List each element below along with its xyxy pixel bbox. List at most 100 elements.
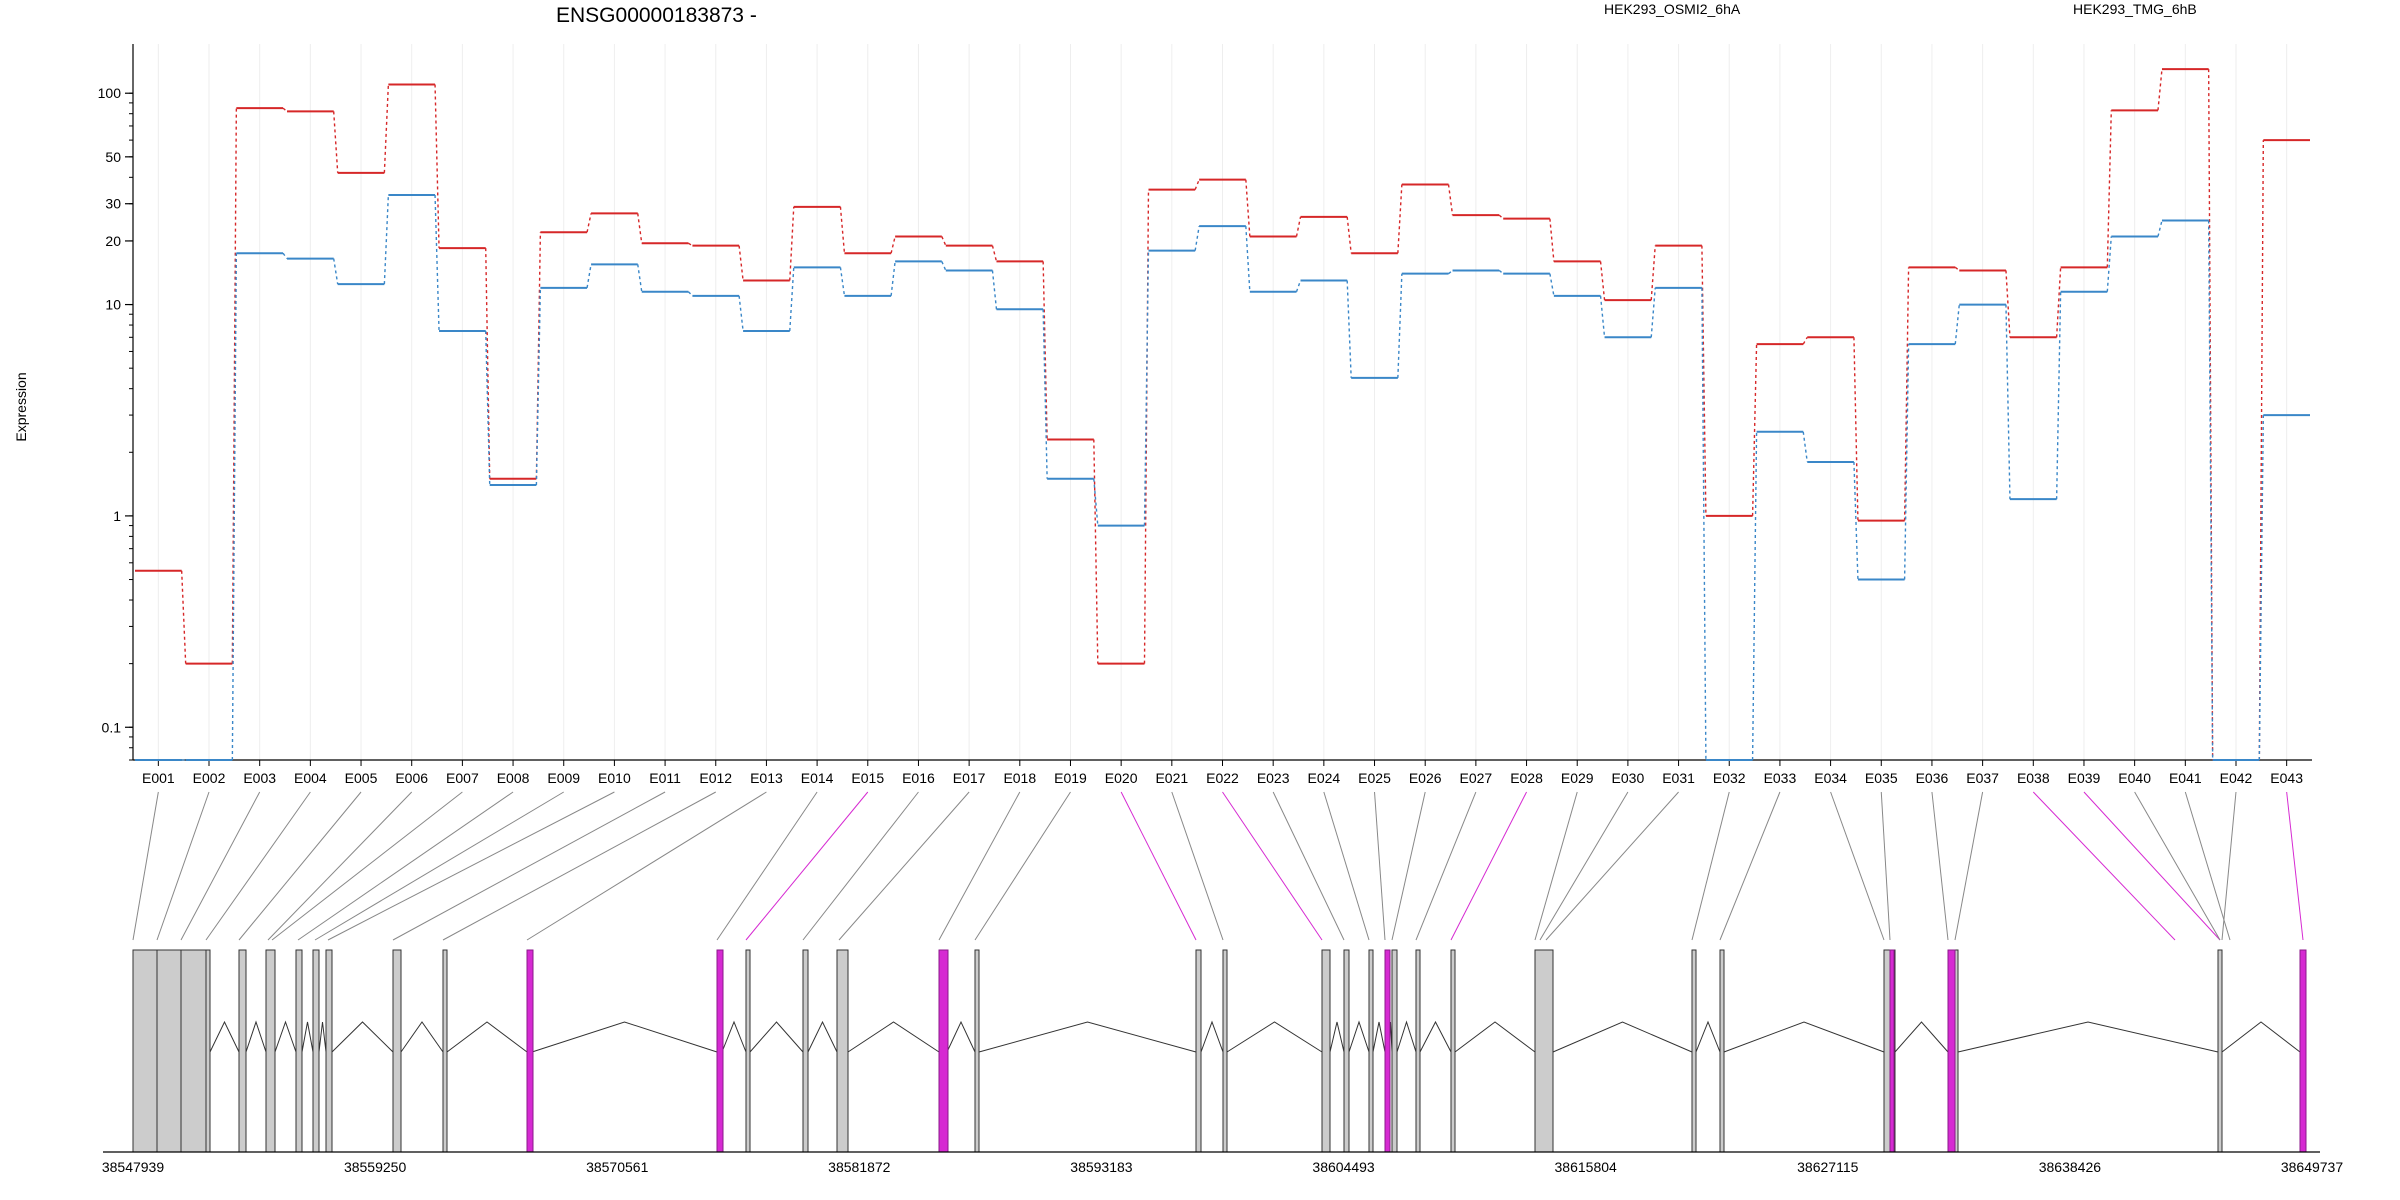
series-transition [2055, 291, 2062, 500]
exon-connector [802, 791, 919, 941]
series-transition [1802, 336, 1808, 345]
exon-connector [1539, 791, 1629, 941]
series-transition [586, 264, 592, 288]
exon-box [2217, 949, 2223, 1153]
intron-line [209, 1020, 240, 1053]
exon-box [1391, 949, 1398, 1153]
series-transition [1802, 431, 1808, 463]
genomic-tick-label: 38581872 [828, 1159, 891, 1175]
series-transition [637, 264, 643, 292]
exon-connector [238, 791, 362, 941]
genomic-tick-label: 38638426 [2039, 1159, 2102, 1175]
exon-box [802, 949, 809, 1153]
intron-line [446, 1021, 528, 1053]
x-tick-label: E024 [1307, 770, 1340, 786]
intron-line [1348, 1020, 1370, 1053]
exon-connector [132, 791, 159, 941]
series-transition [231, 108, 238, 664]
gene-model-track [103, 949, 2320, 1153]
exon-connector [1954, 791, 1984, 941]
exon-connector [1415, 791, 1477, 941]
exon-connector [974, 791, 1071, 941]
intron-line [1396, 1020, 1417, 1053]
intron-line [331, 1021, 394, 1053]
series-transition [1650, 287, 1656, 338]
highlighted-exon-box [2299, 949, 2307, 1153]
intron-line [721, 1020, 747, 1053]
exon-box [265, 949, 276, 1153]
highlighted-exon-box [938, 949, 949, 1153]
genomic-tick-label: 38570561 [586, 1159, 649, 1175]
exon-connector [392, 791, 666, 941]
exon-box [1195, 949, 1202, 1153]
x-tick-label: E022 [1206, 770, 1239, 786]
series-transition [1954, 304, 1960, 345]
exon-box [1450, 949, 1456, 1153]
series-transition [2005, 304, 2011, 500]
y-tick-label: 0.1 [102, 719, 122, 735]
series-tmg [135, 193, 2310, 761]
genomic-tick-label: 38604493 [1312, 1159, 1375, 1175]
x-tick-label: E036 [1916, 770, 1949, 786]
series-transition [2106, 110, 2113, 268]
x-tick-label: E031 [1662, 770, 1695, 786]
x-tick-label: E023 [1257, 770, 1290, 786]
series-transition [1346, 216, 1352, 254]
exon-box [1691, 949, 1697, 1153]
exon-box [974, 949, 980, 1153]
exon-connector [1880, 791, 1891, 941]
highlighted-exon-box [1889, 949, 1895, 1153]
series-transition [839, 206, 846, 254]
exon-box [1368, 949, 1374, 1153]
series-transition [1954, 266, 1960, 272]
series-transition [1194, 226, 1200, 251]
exon-box [745, 949, 751, 1153]
exon-connector [2083, 791, 2221, 941]
intron-line [749, 1021, 804, 1053]
intron-line [1957, 1021, 2219, 1053]
series-transition [1751, 344, 1758, 516]
series-transition [1295, 216, 1302, 237]
exon-connector-lines [132, 791, 2304, 941]
series-transition [1346, 280, 1352, 378]
exon-connector [1323, 791, 1370, 941]
exon-connector [156, 791, 210, 941]
x-tick-label: E006 [395, 770, 428, 786]
x-tick-label: E007 [446, 770, 479, 786]
intron-line [274, 1020, 297, 1053]
x-tick-label: E001 [142, 770, 175, 786]
series-transition [434, 194, 440, 331]
x-tick-label: E010 [598, 770, 631, 786]
series-transition [1701, 287, 1707, 761]
intron-line [245, 1020, 267, 1053]
highlighted-exon-box [1384, 949, 1391, 1153]
intron-line [318, 1021, 327, 1053]
exon-connector [205, 791, 311, 941]
series-transition [991, 270, 998, 310]
x-tick-label: E009 [547, 770, 580, 786]
x-tick-label: E032 [1713, 770, 1746, 786]
x-tick-label: E011 [649, 770, 681, 786]
exon-connector [2221, 791, 2237, 941]
series-transition [535, 287, 542, 486]
exon-box [1534, 949, 1554, 1153]
exon-connector [1272, 791, 1345, 941]
series-transition [1093, 478, 1099, 526]
series-transition [434, 84, 440, 249]
genomic-tick-label: 38627115 [1797, 1159, 1858, 1175]
series-transition [738, 295, 744, 332]
exon-box [238, 949, 247, 1153]
exon-connector [2184, 791, 2231, 941]
chart-title: ENSG00000183873 - [556, 4, 757, 27]
x-tick-label: E028 [1510, 770, 1543, 786]
exon-connector [716, 791, 818, 941]
exon-box [1321, 949, 1331, 1153]
genomic-tick-label: 38615804 [1555, 1159, 1618, 1175]
highlighted-exon-box [526, 949, 534, 1153]
series-transition [789, 267, 795, 332]
series-transition [941, 236, 947, 246]
series-transition [1245, 226, 1251, 292]
x-tick-label: E039 [2068, 770, 2101, 786]
x-tick-label: E027 [1460, 770, 1493, 786]
